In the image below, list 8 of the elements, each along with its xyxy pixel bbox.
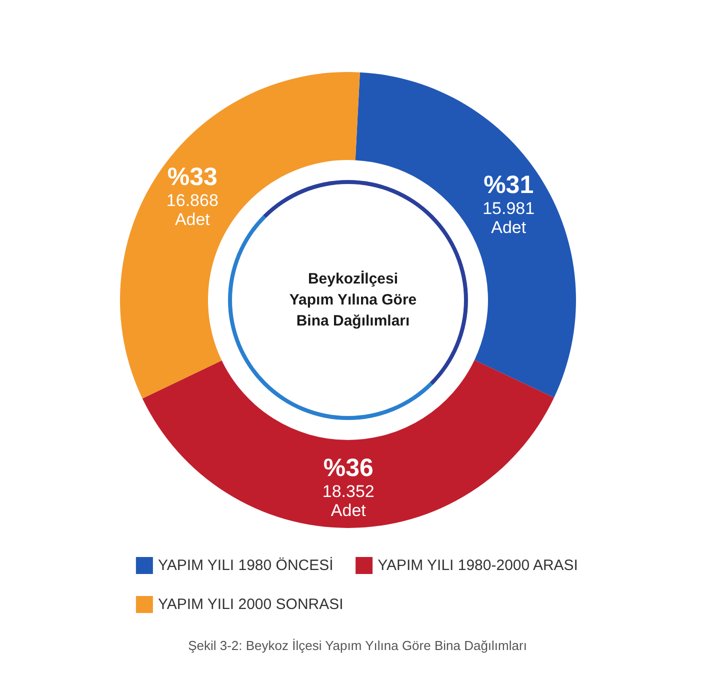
data-label: %36 18.352 Adet [322, 454, 374, 520]
data-label: %31 15.981 Adet [482, 171, 535, 238]
legend-label: YAPIM YILI 1980 ÖNCESİ [158, 556, 334, 574]
legend-label: YAPIM YILI 1980-2000 ARASI [378, 557, 578, 574]
text: Şekil 3-2: Beykoz İlçesi Yapım Yılına Göre Bina Dağılımları [188, 638, 527, 653]
legend-label: YAPIM YILI 2000 SONRASI [158, 596, 344, 613]
data-label: %33 16.868 Adet [166, 163, 218, 230]
text: Beykozİlçesi Yapım Yılına Göre Bina Dağılımları [289, 270, 417, 330]
